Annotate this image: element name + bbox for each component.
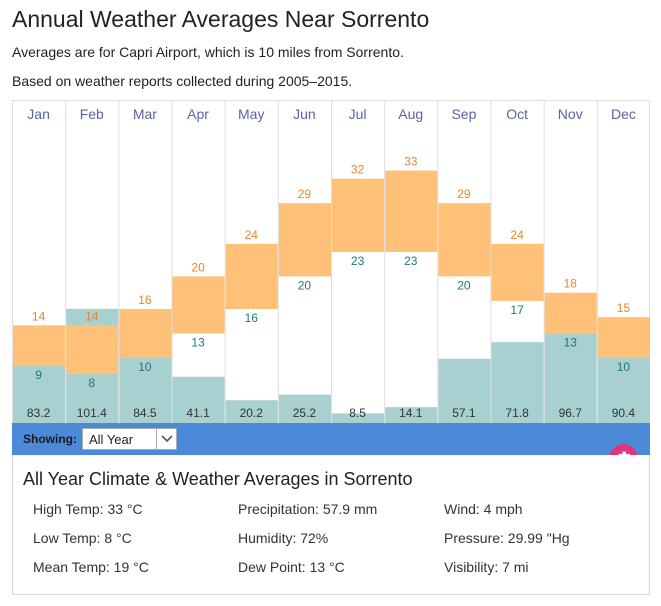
month-label: Mar [133,106,157,122]
stat-precipitation: Precipitation: 57.9 mm [238,501,378,517]
precip-label: 8.5 [349,406,366,420]
temp-band-oct [491,243,544,301]
high-temp-label: 33 [404,155,418,169]
temp-band-sep [438,203,491,277]
temp-band-jan [13,325,66,366]
precip-label: 101.4 [77,406,107,420]
precip-label: 57.1 [452,406,476,420]
temp-band-nov [544,292,597,334]
low-temp-label: 8 [88,376,95,390]
high-temp-label: 32 [351,163,365,177]
low-temp-label: 9 [35,368,42,382]
temp-band-jul [332,178,385,252]
temp-band-apr [172,276,225,334]
chevron-down-icon[interactable] [156,429,176,449]
temp-band-mar [119,309,172,358]
precip-label: 90.4 [612,406,636,420]
low-temp-label: 23 [404,254,418,268]
low-temp-label: 10 [617,360,631,374]
month-label: Oct [506,106,528,122]
precip-bar-sep [438,358,491,423]
precip-bar-aug [385,407,438,423]
month-label: May [238,106,264,122]
precip-label: 71.8 [505,406,529,420]
stat-high-temp: High Temp: 33 °C [33,501,143,517]
temp-band-jun [278,203,331,277]
precip-label: 20.2 [240,406,264,420]
low-temp-label: 16 [245,311,259,325]
precip-bar-oct [491,342,544,423]
high-temp-label: 20 [191,260,205,274]
temp-band-aug [385,170,438,252]
precip-label: 84.5 [133,406,157,420]
month-label: Apr [187,106,209,122]
low-temp-label: 13 [191,335,205,349]
stat-dew-point: Dew Point: 13 °C [238,559,345,575]
precip-label: 14.1 [399,406,423,420]
month-label: Nov [558,106,583,122]
precip-bar-jun [278,394,331,423]
high-temp-label: 14 [32,309,46,323]
precip-label: 25.2 [293,406,317,420]
high-temp-label: 24 [245,228,259,242]
climate-summary-panel: All Year Climate & Weather Averages in S… [12,455,650,595]
precip-label: 83.2 [27,406,51,420]
precip-bar-jul [332,413,385,423]
stat-visibility: Visibility: 7 mi [444,559,529,575]
month-label: Feb [80,106,104,122]
summary-title: All Year Climate & Weather Averages in S… [23,469,413,489]
weather-chart: Jan 14 9 83.2 Feb 14 8 101.4 Mar 16 10 84.5 Apr 20 13 4… [12,100,650,424]
filter-toolbar: Showing: All Year [12,423,650,455]
high-temp-label: 29 [298,187,312,201]
low-temp-label: 20 [298,278,312,292]
page-title: Annual Weather Averages Near Sorrento [12,6,430,32]
high-temp-label: 24 [510,228,524,242]
low-temp-label: 10 [138,360,152,374]
month-label: Aug [398,106,423,122]
high-temp-label: 18 [564,277,578,291]
stat-mean-temp: Mean Temp: 19 °C [33,559,149,575]
period-select-value: All Year [89,432,134,447]
high-temp-label: 29 [457,187,471,201]
month-label: Jan [27,106,50,122]
stat-humidity: Humidity: 72% [238,530,329,546]
precip-bar-apr [172,376,225,423]
stat-low-temp: Low Temp: 8 °C [33,530,132,546]
high-temp-label: 15 [617,301,631,315]
low-temp-label: 23 [351,254,365,268]
low-temp-label: 13 [564,335,578,349]
source-note: Averages are for Capri Airport, which is… [12,44,404,60]
low-temp-label: 20 [457,278,471,292]
month-label: Sep [451,106,476,122]
precip-bar-may [225,400,278,423]
month-label: Jul [349,106,367,122]
precip-label: 96.7 [559,406,583,420]
low-temp-label: 17 [510,303,524,317]
temp-band-dec [597,317,650,358]
stat-wind: Wind: 4 mph [444,501,523,517]
stat-pressure: Pressure: 29.99 "Hg [444,530,570,546]
month-label: Jun [293,106,316,122]
month-label: Dec [611,106,636,122]
temp-band-may [225,243,278,309]
temp-band-feb [66,325,119,375]
high-temp-label: 14 [85,309,99,323]
precip-label: 41.1 [186,406,210,420]
high-temp-label: 16 [138,293,152,307]
period-note: Based on weather reports collected durin… [12,73,353,89]
period-select[interactable]: All Year [82,428,177,450]
showing-label: Showing: [23,432,77,446]
